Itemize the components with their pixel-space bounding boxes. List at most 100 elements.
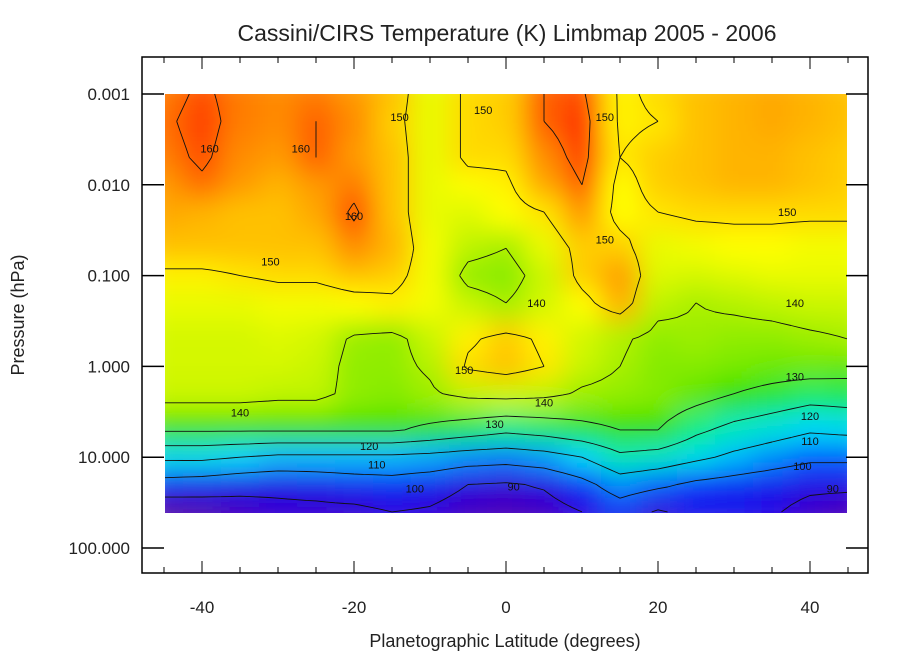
- heatmap-cell: [563, 107, 602, 140]
- heatmap-cell: [183, 321, 222, 354]
- heatmap-cell: [753, 498, 792, 513]
- heatmap-cell: [297, 198, 336, 231]
- heatmap-cell: [829, 411, 847, 445]
- heatmap-cell: [715, 94, 754, 109]
- heatmap-cell: [525, 352, 564, 381]
- heatmap-cell: [297, 380, 336, 413]
- heatmap-cell: [677, 261, 716, 290]
- y-tick-label: 0.010: [87, 176, 130, 195]
- heatmap-cell: [297, 411, 336, 445]
- heatmap-cell: [753, 171, 792, 199]
- heatmap-cell: [525, 411, 564, 445]
- contour-100: [165, 462, 847, 499]
- heatmap-cell: [373, 289, 412, 322]
- heatmap-cell: [335, 230, 374, 263]
- contour-140: [165, 247, 847, 404]
- heatmap-cell: [373, 261, 412, 290]
- heatmap-cell: [259, 198, 298, 231]
- heatmap-cell: [487, 352, 526, 381]
- heatmap-cell: [753, 352, 792, 381]
- heatmap-cell: [563, 289, 602, 322]
- heatmap-cell: [411, 470, 450, 499]
- heatmap-cell: [563, 321, 602, 354]
- heatmap-cell: [449, 411, 488, 445]
- heatmap-cell: [449, 261, 488, 290]
- heatmap-cell: [715, 498, 754, 513]
- heatmap-cell: [753, 261, 792, 290]
- heatmap-cell: [563, 498, 602, 513]
- contour-label: 100: [406, 483, 424, 495]
- y-axis-label: Pressure (hPa): [8, 254, 28, 375]
- heatmap-cell: [411, 139, 450, 172]
- x-tick-label: 0: [501, 598, 510, 617]
- contour-label: 110: [801, 436, 819, 448]
- heatmap-cell: [183, 198, 222, 231]
- heatmap-cell: [829, 321, 847, 354]
- heatmap-cell: [449, 107, 488, 140]
- heatmap-cell: [373, 321, 412, 354]
- heatmap-cell: [411, 261, 450, 290]
- heatmap-cell: [715, 198, 754, 231]
- contour-label: 150: [596, 234, 614, 246]
- heatmap-cell: [165, 498, 184, 513]
- contour-lines: [165, 94, 847, 513]
- heatmap-cell: [335, 380, 374, 413]
- heatmap-cell: [639, 289, 678, 322]
- heatmap-cell: [677, 498, 716, 513]
- heatmap-cell: [677, 289, 716, 322]
- heatmap-cell: [639, 94, 678, 109]
- contour-label: 130: [485, 419, 503, 431]
- heatmap-cell: [183, 261, 222, 290]
- heatmap-cell: [221, 411, 260, 445]
- heatmap-cell: [829, 139, 847, 172]
- heatmap-cell: [791, 411, 830, 445]
- heatmap-cell: [259, 261, 298, 290]
- heatmap-cell: [221, 289, 260, 322]
- heatmap-cell: [487, 289, 526, 322]
- heatmap-cell: [639, 171, 678, 199]
- heatmap-cell: [259, 470, 298, 499]
- heatmap-cell: [259, 352, 298, 381]
- heatmap-cell: [373, 498, 412, 513]
- heatmap-cell: [563, 411, 602, 445]
- plot-frame: [141, 56, 869, 574]
- heatmap-cell: [165, 289, 184, 322]
- y-tick-label: 1.000: [87, 357, 130, 376]
- heatmap-cell: [165, 171, 184, 199]
- heatmap-cell: [487, 171, 526, 199]
- heatmap-cell: [487, 380, 526, 413]
- heatmap-cell: [715, 321, 754, 354]
- x-axis-label: Planetographic Latitude (degrees): [369, 631, 640, 651]
- heatmap-cell: [677, 94, 716, 109]
- heatmap-cell: [297, 230, 336, 263]
- heatmap-cell: [335, 443, 374, 472]
- heatmap-cell: [525, 498, 564, 513]
- heatmap-cell: [411, 171, 450, 199]
- heatmap-cell: [791, 352, 830, 381]
- heatmap-cell: [715, 107, 754, 140]
- heatmap-cell: [525, 171, 564, 199]
- heatmap-cell: [563, 352, 602, 381]
- heatmap-cell: [677, 171, 716, 199]
- heatmap-cell: [335, 107, 374, 140]
- heatmap-cell: [221, 171, 260, 199]
- heatmap-cell: [715, 139, 754, 172]
- contour-label: 160: [292, 144, 310, 156]
- heatmap-cell: [753, 198, 792, 231]
- heatmap-cell: [639, 470, 678, 499]
- heatmap-cell: [259, 321, 298, 354]
- heatmap-cell: [335, 139, 374, 172]
- contour-130: [165, 378, 847, 432]
- heatmap-cell: [221, 470, 260, 499]
- heatmap-cell: [335, 411, 374, 445]
- heatmap-cell: [753, 443, 792, 472]
- heatmap-cell: [601, 289, 640, 322]
- heatmap-cell: [411, 498, 450, 513]
- heatmap-cell: [373, 171, 412, 199]
- heatmap-cell: [335, 261, 374, 290]
- heatmap-cell: [677, 139, 716, 172]
- heatmap-cell: [829, 443, 847, 472]
- heatmap-cell: [449, 443, 488, 472]
- heatmap-cell: [449, 94, 488, 109]
